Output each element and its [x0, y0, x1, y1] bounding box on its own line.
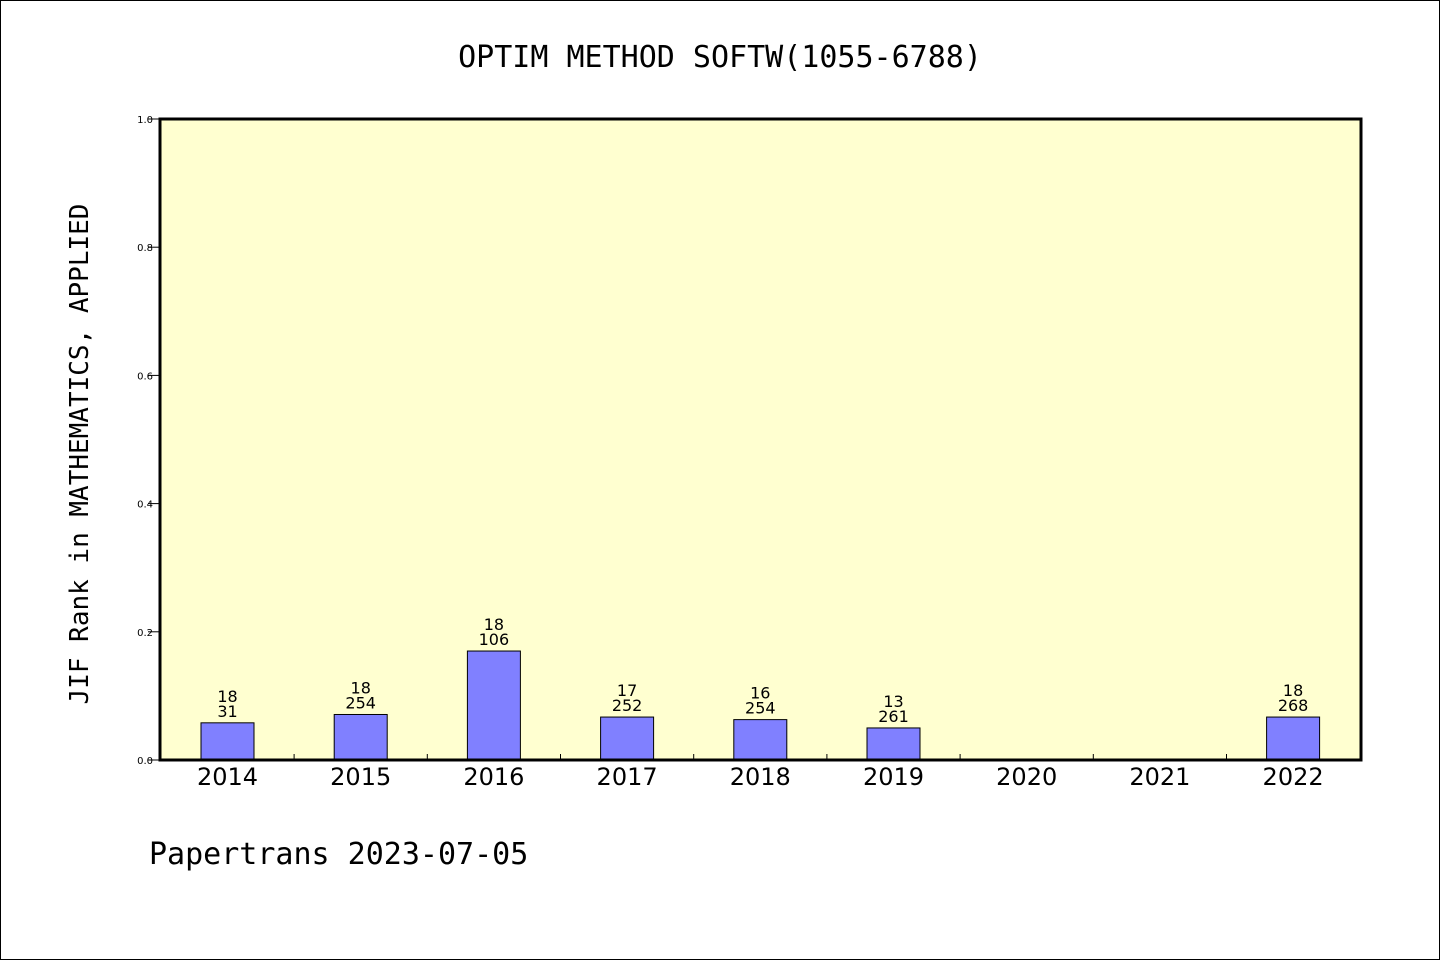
x-tick-label-2020: 2020	[996, 763, 1057, 791]
y-tick-label-0.6: 0.6	[137, 371, 153, 382]
bar-2017	[600, 716, 655, 761]
bar-label-rank-2022: 18	[1283, 681, 1303, 700]
y-tick-label-0.2: 0.2	[137, 628, 153, 639]
plot-area	[160, 119, 1361, 760]
x-tick-label-2016: 2016	[463, 763, 524, 791]
bar-label-total-2014: 31	[217, 702, 237, 721]
bar-label-rank-2014: 18	[217, 687, 237, 706]
bar-2016	[466, 650, 521, 761]
y-tick-label-0.8: 0.8	[137, 243, 153, 254]
x-tick-label-2022: 2022	[1263, 763, 1324, 791]
bar-label-total-2018: 254	[745, 699, 776, 718]
bar-label-rank-2019: 13	[883, 692, 903, 711]
bar-label-rank-2018: 16	[750, 684, 770, 703]
bar-label-total-2016: 106	[479, 630, 510, 649]
bar-label-total-2015: 254	[345, 693, 376, 712]
y-tick-label-0.4: 0.4	[137, 500, 153, 511]
bar-label-rank-2015: 18	[351, 678, 371, 697]
bar-2015	[333, 713, 388, 761]
footer-credit: Papertrans 2023-07-05	[149, 837, 528, 872]
bar-label-rank-2016: 18	[484, 615, 504, 634]
y-axis-label: JIF Rank in MATHEMATICS, APPLIED	[65, 204, 95, 705]
bar-2018	[733, 719, 788, 761]
bars-layer	[200, 650, 1321, 761]
plot-border	[158, 117, 1363, 762]
x-tick-label-2018: 2018	[730, 763, 791, 791]
bar-label-rank-2017: 17	[617, 681, 637, 700]
chart-title: OPTIM METHOD SOFTW(1055-6788)	[458, 40, 982, 75]
x-tick-label-2021: 2021	[1129, 763, 1190, 791]
x-tick-label-2019: 2019	[863, 763, 924, 791]
bar-2019	[866, 727, 921, 761]
y-tick-label-1.0: 1.0	[137, 115, 153, 126]
y-tick-label-0.0: 0.0	[137, 756, 153, 767]
bar-2022	[1266, 716, 1321, 761]
x-axis-ticks: 2014 2015 2016 2017 2018 2019 2020 2021 2022	[197, 754, 1324, 791]
bar-2014	[200, 722, 255, 761]
y-axis-ticks: 0.0 0.2 0.4 0.6 0.8 1.0	[137, 115, 160, 767]
x-tick-label-2014: 2014	[197, 763, 258, 791]
x-tick-label-2017: 2017	[597, 763, 658, 791]
bar-label-total-2017: 252	[612, 696, 643, 715]
x-tick-label-2015: 2015	[330, 763, 391, 791]
bar-label-total-2019: 261	[878, 707, 909, 726]
bar-label-total-2022: 268	[1278, 696, 1309, 715]
